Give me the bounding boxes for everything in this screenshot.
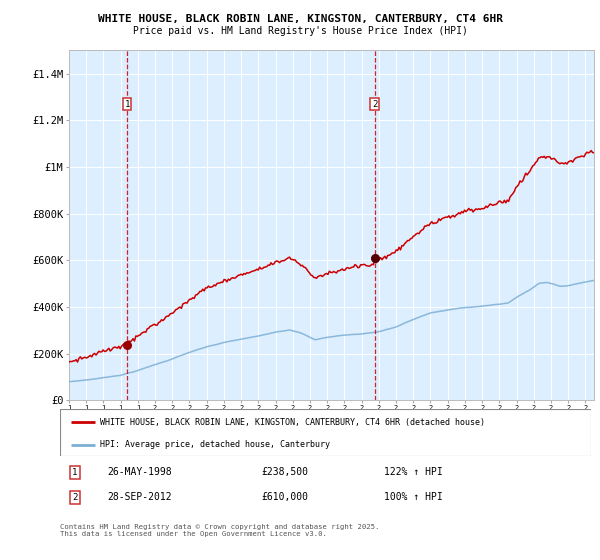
Text: 122% ↑ HPI: 122% ↑ HPI: [384, 467, 443, 477]
Text: £238,500: £238,500: [262, 467, 309, 477]
Text: Price paid vs. HM Land Registry's House Price Index (HPI): Price paid vs. HM Land Registry's House …: [133, 26, 467, 36]
Text: WHITE HOUSE, BLACK ROBIN LANE, KINGSTON, CANTERBURY, CT4 6HR (detached house): WHITE HOUSE, BLACK ROBIN LANE, KINGSTON,…: [100, 418, 485, 427]
Text: 100% ↑ HPI: 100% ↑ HPI: [384, 492, 443, 502]
Text: WHITE HOUSE, BLACK ROBIN LANE, KINGSTON, CANTERBURY, CT4 6HR: WHITE HOUSE, BLACK ROBIN LANE, KINGSTON,…: [97, 14, 503, 24]
Text: Contains HM Land Registry data © Crown copyright and database right 2025.
This d: Contains HM Land Registry data © Crown c…: [60, 524, 379, 536]
Text: 28-SEP-2012: 28-SEP-2012: [108, 492, 172, 502]
Text: 26-MAY-1998: 26-MAY-1998: [108, 467, 172, 477]
Text: 1: 1: [72, 468, 77, 477]
Text: £610,000: £610,000: [262, 492, 309, 502]
Text: 2: 2: [372, 100, 377, 109]
Text: HPI: Average price, detached house, Canterbury: HPI: Average price, detached house, Cant…: [100, 441, 330, 450]
Text: 2: 2: [72, 493, 77, 502]
Text: 1: 1: [124, 100, 130, 109]
